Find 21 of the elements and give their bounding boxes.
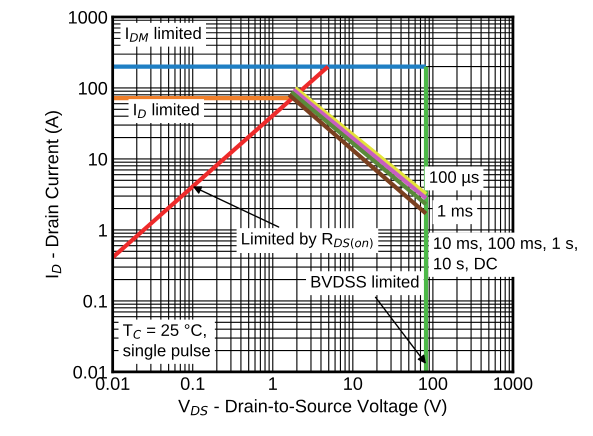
y-tick-label: 100 — [79, 82, 108, 95]
annotation: 100 µs — [430, 171, 479, 186]
annotation: Limited by R$_{DS(on)}$ — [242, 232, 373, 249]
x-tick-label: 0.1 — [180, 377, 204, 390]
annotation: BVDSS limited — [312, 275, 418, 288]
annotation: T$_{C}$ = 25 °C, single pulse — [123, 324, 210, 360]
x-tick-label: 1000 — [494, 377, 532, 390]
annotation: 1 ms — [438, 205, 472, 217]
y-tick-label: 10 — [89, 152, 108, 166]
x-axis-title: V$_{DS}$ - Drain-to-Source Voltage (V) — [178, 399, 446, 416]
annotation: I$_{DM}$ limited — [126, 26, 201, 42]
x-tick-label: 100 — [419, 377, 448, 390]
annotation: 10 ms, 100 ms, 1 s, 10 s, DC — [434, 237, 577, 272]
annotation: I$_{D}$ limited — [134, 103, 199, 118]
x-tick-label: 10 — [344, 377, 362, 390]
y-tick-label: 1000 — [69, 10, 108, 24]
y-axis-title: I$_{D}$ - Drain Current (A) — [45, 111, 62, 278]
x-tick-label: 1 — [269, 377, 277, 390]
y-tick-label: 1 — [99, 224, 107, 236]
y-tick-label: 0.01 — [73, 366, 107, 379]
y-tick-label: 0.1 — [83, 294, 107, 308]
